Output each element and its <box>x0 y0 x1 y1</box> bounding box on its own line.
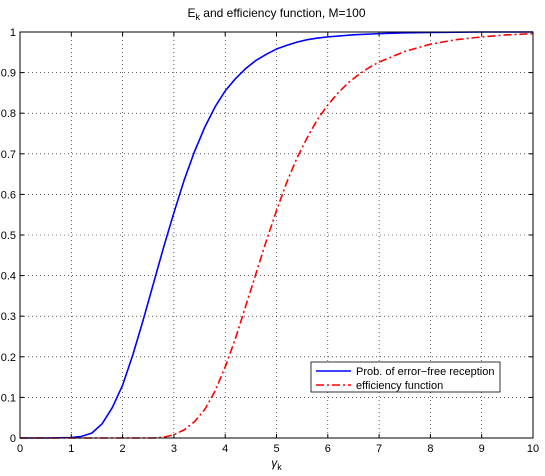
y-tick-label: 0.2 <box>1 352 16 364</box>
legend: Prob. of error−free reception efficiency… <box>310 361 501 393</box>
grid <box>20 32 533 438</box>
legend-label-efficiency: efficiency function <box>356 380 443 392</box>
y-tick-label: 0.5 <box>1 230 16 242</box>
y-tick-label: 0 <box>10 433 16 445</box>
x-tick-label: 1 <box>68 443 74 455</box>
y-tick-label: 1 <box>10 27 16 39</box>
y-tick-label: 0.7 <box>1 149 16 161</box>
series-line-efficiency <box>20 32 534 439</box>
x-tick-label: 0 <box>17 443 23 455</box>
y-tick-label: 0.4 <box>1 271 16 283</box>
x-axis-label-subscript: k <box>277 462 282 472</box>
chart-title-main: E <box>187 6 195 20</box>
chart-title: Ek and efficiency function, M=100 <box>187 6 365 22</box>
x-tick-label: 6 <box>325 443 331 455</box>
x-tick-label: 10 <box>527 443 539 455</box>
series-line-error-free <box>20 31 533 439</box>
y-tick-label: 0.1 <box>1 392 16 404</box>
series-group <box>20 31 534 439</box>
legend-box <box>310 361 501 393</box>
x-axis-label-main: γ <box>271 456 278 470</box>
x-tick-label: 3 <box>171 443 177 455</box>
x-axis-label: γk <box>271 456 282 472</box>
x-tick-label: 5 <box>273 443 279 455</box>
x-tick-label: 9 <box>479 443 485 455</box>
chart-title-rest: and efficiency function, M=100 <box>200 6 366 20</box>
ticks: 0 1 2 3 4 5 6 7 8 9 10 0 0.1 0.2 0.3 0.4 0.5 0.6 0.7 0.8 0.9… <box>1 27 539 455</box>
chart-title-subscript: k <box>195 12 200 22</box>
y-tick-label: 0.3 <box>1 311 16 323</box>
x-tick-label: 7 <box>376 443 382 455</box>
y-tick-label: 0.6 <box>1 189 16 201</box>
y-tick-label: 0.8 <box>1 108 16 120</box>
x-tick-label: 4 <box>222 443 228 455</box>
legend-label-error-free: Prob. of error−free reception <box>356 366 495 378</box>
y-tick-label: 0.9 <box>1 68 16 80</box>
x-tick-label: 2 <box>120 443 126 455</box>
x-tick-label: 8 <box>427 443 433 455</box>
